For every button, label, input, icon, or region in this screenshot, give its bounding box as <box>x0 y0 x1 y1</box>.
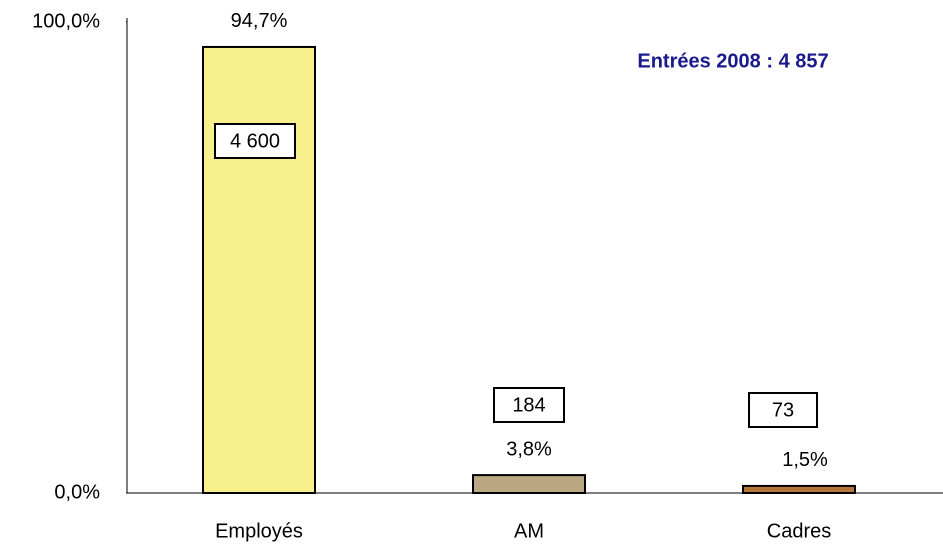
count-label: 184 <box>512 394 545 416</box>
bar <box>202 45 316 494</box>
x-tick-label: Employés <box>215 520 303 542</box>
x-tick-label: Cadres <box>767 520 831 542</box>
y-tick-label: 0,0% <box>54 481 100 503</box>
value-label: 94,7% <box>231 10 288 32</box>
count-box <box>748 392 818 428</box>
y-tick-label: 100,0% <box>32 10 100 32</box>
value-label: 1,5% <box>782 449 828 471</box>
x-tick-label: AM <box>514 520 544 542</box>
bar <box>472 474 586 494</box>
value-label: 3,8% <box>506 438 552 460</box>
count-box <box>493 387 565 423</box>
annotation: Entrées 2008 : 4 857 <box>637 50 828 72</box>
bar <box>742 484 856 494</box>
count-box <box>214 123 296 159</box>
count-label: 4 600 <box>230 130 280 152</box>
count-label: 73 <box>772 399 794 421</box>
